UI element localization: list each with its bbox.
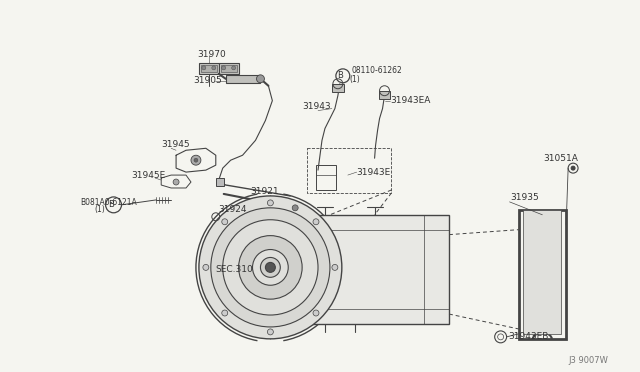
Circle shape [239, 235, 302, 299]
Circle shape [212, 66, 216, 70]
Text: 08110-61262: 08110-61262 [352, 66, 403, 76]
Text: 31943: 31943 [302, 102, 331, 111]
Bar [216, 178, 224, 186]
Text: 31921: 31921 [250, 187, 279, 196]
Circle shape [571, 166, 575, 170]
Text: J3 9007W: J3 9007W [568, 356, 608, 365]
Text: 31945: 31945 [161, 140, 190, 149]
Text: 31051A: 31051A [543, 154, 578, 163]
Circle shape [199, 196, 342, 339]
Circle shape [313, 310, 319, 316]
Circle shape [222, 219, 228, 225]
Circle shape [203, 264, 209, 270]
Circle shape [194, 158, 198, 162]
Circle shape [222, 310, 228, 316]
Bar [226, 75, 260, 83]
Circle shape [292, 205, 298, 211]
Text: 31943EB: 31943EB [509, 332, 549, 341]
Text: B: B [108, 201, 113, 209]
Text: 31905: 31905 [193, 76, 221, 85]
Circle shape [211, 208, 330, 327]
Bar [295, 215, 449, 324]
Text: B081A0-6121A: B081A0-6121A [80, 198, 136, 207]
Bar [378, 91, 390, 99]
Bar [307, 148, 392, 193]
Text: (1): (1) [95, 205, 106, 214]
Circle shape [232, 66, 236, 70]
Text: 31943E: 31943E [356, 168, 391, 177]
Text: 31945E: 31945E [131, 171, 166, 180]
Bar [219, 63, 239, 74]
Text: 31970: 31970 [197, 51, 226, 60]
Circle shape [191, 155, 201, 165]
Text: B: B [337, 71, 343, 80]
Circle shape [313, 219, 319, 225]
Circle shape [260, 257, 280, 277]
Bar [316, 165, 336, 190]
Bar [201, 65, 217, 72]
Circle shape [332, 264, 338, 270]
Text: 31935: 31935 [511, 193, 540, 202]
Bar [332, 84, 344, 92]
Circle shape [257, 75, 264, 83]
Circle shape [223, 220, 318, 315]
Bar [524, 210, 561, 334]
Bar [221, 65, 237, 72]
Circle shape [268, 200, 273, 206]
Bar [518, 210, 566, 339]
Bar [199, 63, 219, 74]
Circle shape [266, 262, 275, 272]
Circle shape [202, 66, 206, 70]
Circle shape [253, 250, 288, 285]
Circle shape [173, 179, 179, 185]
Text: 31924: 31924 [219, 205, 247, 214]
Text: SEC.310: SEC.310 [216, 265, 253, 274]
Circle shape [221, 66, 226, 70]
Text: 31943EA: 31943EA [390, 96, 431, 105]
Text: (1): (1) [350, 75, 360, 84]
Circle shape [268, 329, 273, 335]
